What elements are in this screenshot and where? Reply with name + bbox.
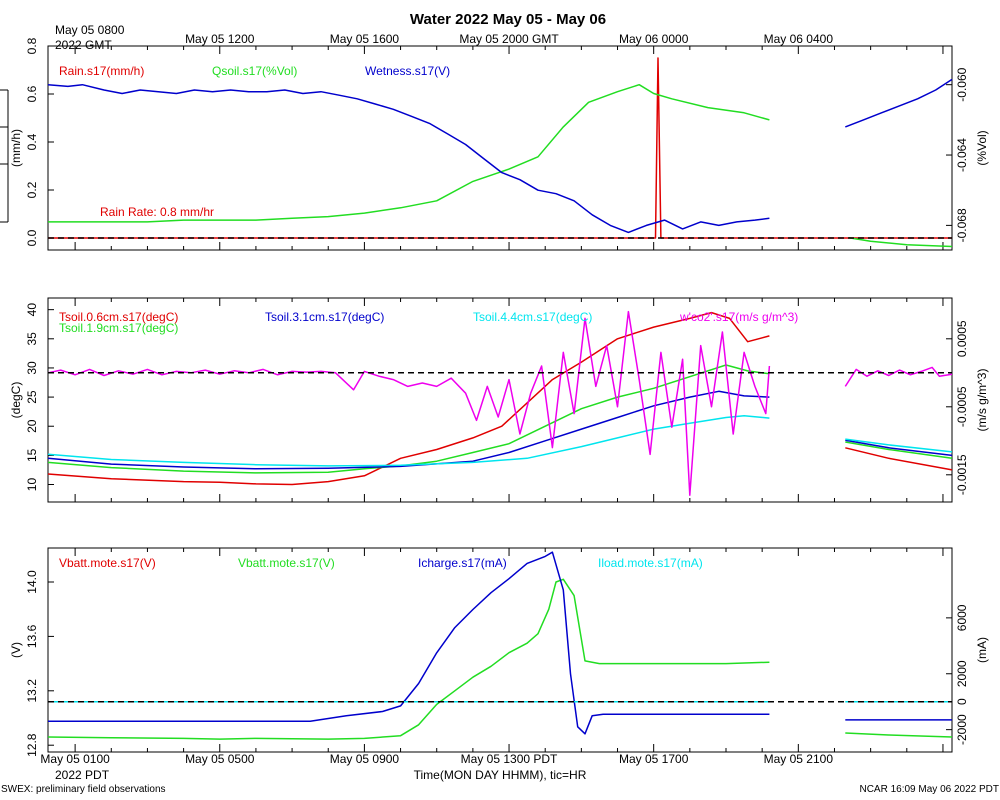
bottom-axis-tick-label: May 05 1700 [619,752,689,766]
left-y-axis-label: (mm/h) [9,129,23,167]
top-axis-start-label-line2: 2022 GMT [55,38,112,52]
left-y-tick-label: 15 [25,448,39,462]
left-y-tick-label: 40 [25,303,39,317]
series-line-green [47,578,770,740]
right-y-tick-label: -2000 [955,714,969,745]
series-line-red [845,447,953,471]
right-y-tick-label: -0.060 [955,67,969,101]
left-y-axis-label: (V) [9,642,23,658]
chart-title: Water 2022 May 05 - May 06 [410,11,606,28]
panel-water: 0.0 0.2 0.4 0.6 0.8 (mm/h) -0.068 -0.064 -0.060 (… [9,37,989,251]
left-y-tick-label: 0.8 [25,37,39,54]
right-y-axis-label: (mA) [975,637,989,663]
right-y-tick-label: 6000 [955,604,969,631]
plot-frame [47,547,953,753]
series-line-green [848,236,953,248]
left-y-tick-label: 12.8 [25,733,39,757]
plot-frame [47,297,953,503]
left-y-tick-label: 0.6 [25,85,39,102]
series-line-green [47,364,770,474]
legend-entry: Tsoil.3.1cm.s17(degC) [265,310,384,324]
bottom-axis-tick-label: May 05 0100 [40,752,110,766]
left-y-tick-label: 13.2 [25,679,39,703]
panel-temperature: 10 15 20 25 30 35 40 (degC) -0.0015 -0.0005 0.0005… [9,297,989,503]
series-line-green [845,732,953,738]
left-y-tick-label: 14.0 [25,570,39,594]
top-axis-tick-label: May 05 1200 [185,32,255,46]
plot-frame [47,45,953,251]
right-y-axis-label: (%Vol) [975,130,989,165]
bottom-axis-tick-label: May 05 0900 [330,752,400,766]
footer-left-note: SWEX: preliminary field observations [1,784,166,795]
right-y-tick-label: -0.0015 [955,454,969,495]
series-line-blue [845,78,953,128]
legend-entry: Rain.s17(mm/h) [59,64,144,78]
top-axis-tick-label: May 06 0000 [619,32,689,46]
left-y-axis-label: (degC) [9,382,23,419]
left-y-tick-label: 25 [25,390,39,404]
right-y-tick-label: 0 [955,698,969,705]
legend-entry: Wetness.s17(V) [365,64,450,78]
legend-entry: Tsoil.0.6cm.s17(degC) [59,310,178,324]
series-line-cyan [845,438,953,453]
left-edge-bracket [0,89,9,223]
top-axis-tick-label: May 06 0400 [764,32,834,46]
legend-entry: Tsoil.1.9cm.s17(degC) [59,321,178,335]
series-line-blue [48,551,770,735]
right-y-tick-label: 2000 [955,660,969,687]
series-line-blue [47,390,770,470]
bottom-time-axis: 2022 PDT Time(MON DAY HHMM), tic=HR [55,768,587,782]
left-y-tick-label: 30 [25,361,39,375]
legend-entry: Vbatt.mote.s17(V) [238,556,335,570]
right-y-tick-label: 0.0005 [955,320,969,357]
left-y-tick-label: 0.2 [25,181,39,198]
series-line-cyan [47,414,770,467]
left-y-tick-label: 10 [25,478,39,492]
footer-right-note: NCAR 16:09 May 06 2022 PDT [859,784,999,795]
panel-power: 12.8 13.2 13.6 14.0 (V) -2000 0 2000 6000 (mA) Vba… [9,547,989,757]
top-axis-tick-label: May 05 2000 GMT [459,32,559,46]
bottom-axis-tick-label: May 05 1300 PDT [461,752,558,766]
legend-entry: Vbatt.mote.s17(V) [59,556,156,570]
right-y-tick-label: -0.068 [955,208,969,242]
series-line-blue [845,439,953,457]
right-y-axis-label: (m/s g/m^3) [975,369,989,432]
left-y-tick-label: 0.4 [25,133,39,150]
left-y-tick-label: 35 [25,332,39,346]
left-y-tick-label: 20 [25,419,39,433]
bottom-axis-tick-label: May 05 0500 [185,752,255,766]
series-line-green [845,441,953,460]
top-time-axis: May 05 0800 2022 GMT [55,23,125,52]
legend-entry: w'co2'.s17(m/s g/m^3) [679,310,798,324]
bottom-axis-tick-label: May 05 2100 [764,752,834,766]
series-line-magenta [844,366,953,387]
top-axis-start-label-line1: May 05 0800 [55,23,125,37]
right-y-tick-label: -0.064 [955,138,969,172]
series-line-blue [47,83,770,234]
legend-entry: Qsoil.s17(%Vol) [212,64,297,78]
legend-entry: Iload.mote.s17(mA) [598,556,703,570]
legend-entry: Tsoil.4.4cm.s17(degC) [473,310,592,324]
series-line-green [48,83,770,223]
rain-rate-annotation: Rain Rate: 0.8 mm/hr [100,205,214,219]
right-y-tick-label: -0.0005 [955,386,969,427]
left-y-tick-label: 13.6 [25,624,39,648]
x-axis-label: Time(MON DAY HHMM), tic=HR [414,768,587,782]
series-line-red [47,311,770,486]
top-axis-tick-label: May 05 1600 [330,32,400,46]
bottom-axis-year-label: 2022 PDT [55,768,110,782]
left-y-tick-label: 0.0 [25,229,39,246]
legend-entry: Icharge.s17(mA) [418,556,507,570]
